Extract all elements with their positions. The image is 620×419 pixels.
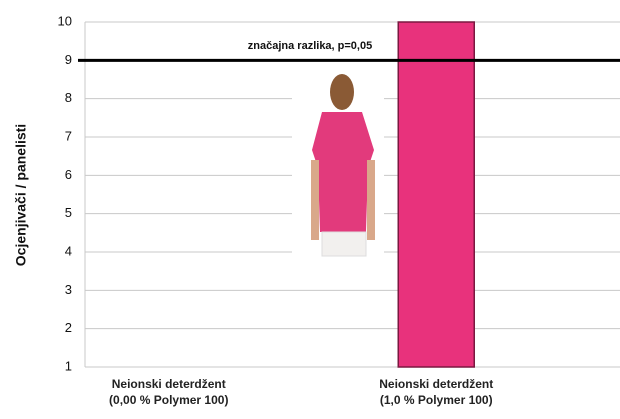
trousers (322, 232, 366, 256)
y-tick-label: 2 (65, 320, 72, 335)
y-tick-label: 5 (65, 205, 72, 220)
right-arm (367, 160, 375, 240)
product-photo (292, 68, 384, 258)
y-tick-label: 7 (65, 128, 72, 143)
y-tick-label: 10 (58, 13, 72, 28)
reference-label: značajna razlika, p=0,05 (248, 40, 372, 52)
x-tick-label: Neionski deterdžent (0,00 % Polymer 100) (69, 376, 269, 408)
chart-container: Ocjenjivači / panelisti 1 2 3 4 5 6 7 8 9 10 znača… (0, 0, 620, 419)
chart: Ocjenjivači / panelisti 1 2 3 4 5 6 7 8 9 10 znača… (0, 0, 620, 419)
y-tick-label: 6 (65, 167, 72, 182)
shirt (312, 112, 374, 232)
y-tick-label: 3 (65, 282, 72, 297)
y-tick-label: 8 (65, 90, 72, 105)
y-tick-label: 9 (65, 52, 72, 67)
y-tick-label: 1 (65, 358, 72, 373)
bar (398, 22, 474, 367)
y-tick-label: 4 (65, 243, 72, 258)
hair (330, 74, 354, 110)
y-axis-label: Ocjenjivači / panelisti (13, 124, 29, 266)
left-arm (311, 160, 319, 240)
x-tick-label: Neionski deterdžent (1,0 % Polymer 100) (336, 376, 536, 408)
